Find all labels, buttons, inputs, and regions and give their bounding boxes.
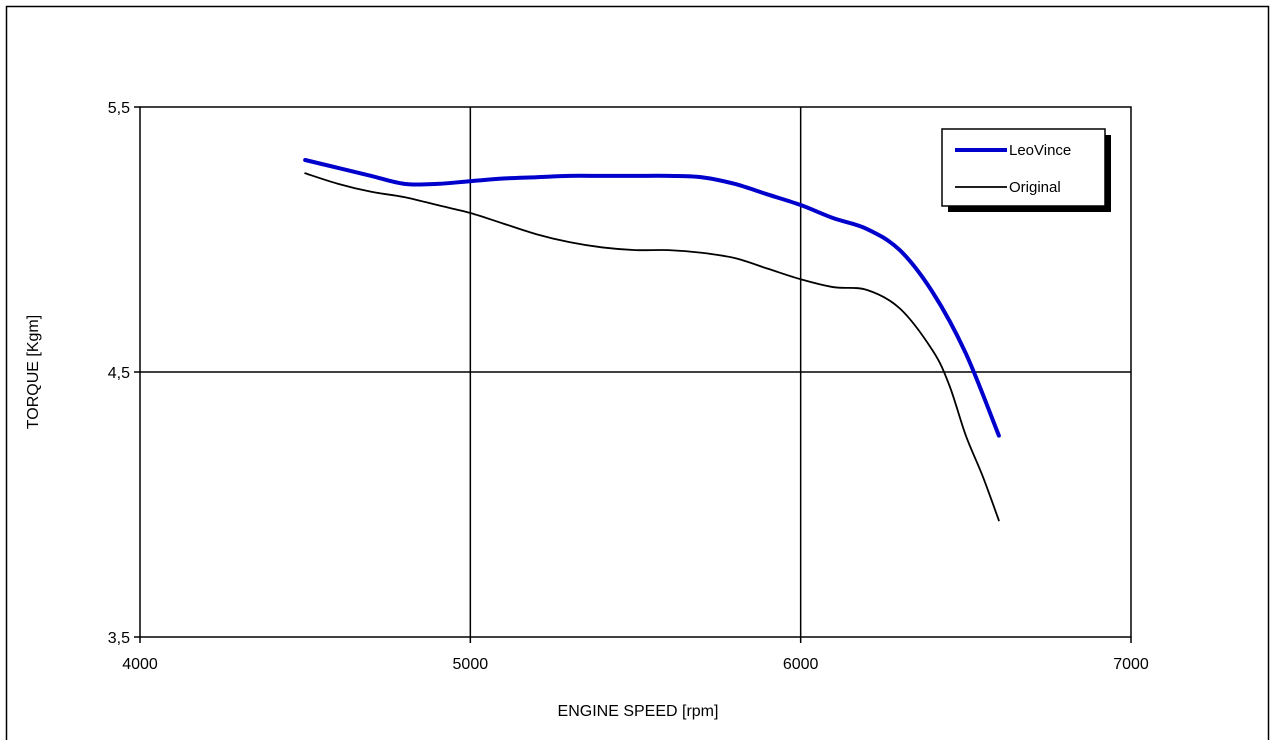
y-tick-label-4-5: 4,5 bbox=[108, 365, 130, 382]
x-tick-label-7000: 7000 bbox=[1113, 656, 1149, 673]
series-line-leovince bbox=[303, 158, 1001, 438]
x-tick-label-5000: 5000 bbox=[453, 656, 489, 673]
x-tick-label-4000: 4000 bbox=[122, 656, 158, 673]
series-lines bbox=[303, 158, 1001, 522]
series-line-original bbox=[304, 172, 1000, 522]
legend: LeoVince Original bbox=[941, 128, 1111, 212]
x-axis-title: ENGINE SPEED [rpm] bbox=[558, 703, 719, 720]
axes bbox=[134, 106, 1132, 643]
x-tick-label-6000: 6000 bbox=[783, 656, 819, 673]
grid-lines bbox=[140, 107, 1131, 637]
y-axis-title: TORQUE [Kgm] bbox=[25, 315, 42, 429]
y-tick-label-3-5: 3,5 bbox=[108, 630, 130, 647]
y-tick-label-5-5: 5,5 bbox=[108, 100, 130, 117]
legend-box bbox=[941, 128, 1106, 207]
tick-labels: 4000 5000 6000 7000 3,5 4,5 5,5 bbox=[108, 100, 1149, 673]
legend-label-original: Original bbox=[1009, 179, 1061, 196]
legend-label-leovince: LeoVince bbox=[1009, 142, 1071, 159]
